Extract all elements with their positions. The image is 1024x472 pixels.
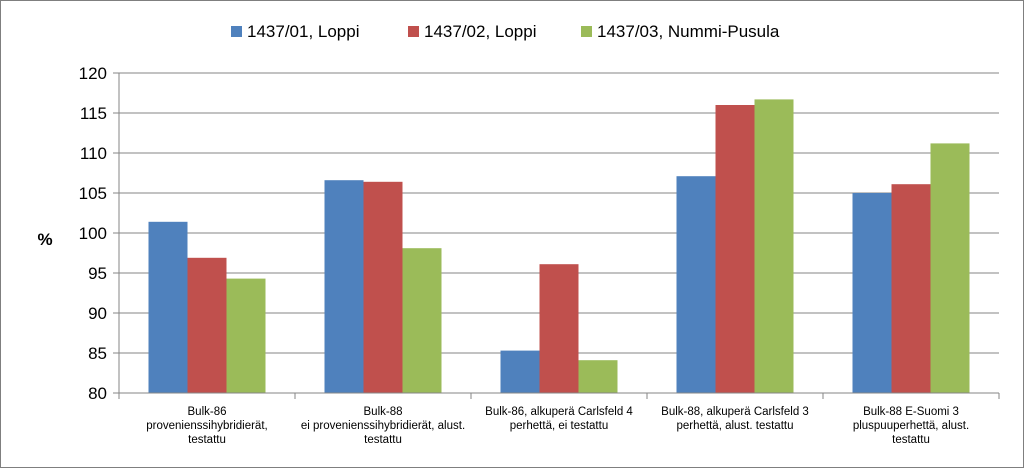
y-axis-label: %	[37, 230, 52, 249]
y-tick-label: 115	[80, 104, 107, 123]
bar-2-4	[715, 105, 755, 393]
legend-item: 1437/01, Loppi	[231, 22, 360, 41]
y-tick-label: 80	[88, 384, 107, 403]
y-tick-labels: 80 85 90 95 100 105 110 115 120	[79, 64, 107, 403]
x-category-label: Bulk-86 provenienssihybridierät, testattu	[146, 406, 267, 446]
y-tick-label: 90	[88, 304, 107, 323]
y-tick-label: 105	[79, 184, 107, 203]
y-tick-label: 110	[80, 144, 107, 163]
bar-2-2	[363, 181, 403, 393]
legend-label: 1437/02, Loppi	[424, 22, 537, 41]
x-category-label: Bulk-86, alkuperä Carlsfeld 4 perhettä, e…	[485, 406, 633, 432]
legend-label: 1437/01, Loppi	[247, 22, 360, 41]
bar-1-2	[324, 180, 364, 393]
bar-1-3	[500, 350, 540, 393]
bar-2-3	[539, 264, 579, 393]
bar-1-1	[148, 221, 188, 393]
bar-2-1	[187, 257, 227, 393]
bar-2-5	[891, 184, 931, 393]
legend-swatch	[581, 26, 592, 37]
y-tick-label: 120	[79, 64, 107, 83]
y-tick-label: 85	[88, 344, 107, 363]
y-tick-label: 95	[88, 264, 107, 283]
y-tick-label: 100	[79, 224, 107, 243]
x-category-label: Bulk-88 E-Suomi 3 pluspuuperhettä, alust.…	[853, 406, 969, 446]
axes	[118, 73, 1000, 399]
bar-1-4	[676, 176, 716, 393]
x-category-labels: Bulk-86 provenienssihybridierät, testattu B…	[146, 406, 969, 446]
legend-item: 1437/02, Loppi	[408, 22, 537, 41]
legend-swatch	[408, 26, 419, 37]
bars	[148, 99, 970, 394]
bar-3-2	[402, 248, 442, 393]
legend-item: 1437/03, Nummi-Pusula	[581, 22, 780, 41]
x-category-label: Bulk-88, alkuperä Carlsfeld 3 perhettä, a…	[661, 406, 809, 432]
x-category-label: Bulk-88 ei provenienssihybridierät, alust…	[301, 406, 465, 446]
legend: 1437/01, Loppi 1437/02, Loppi 1437/03, Num…	[231, 22, 780, 41]
legend-swatch	[231, 26, 242, 37]
bar-3-3	[578, 360, 618, 393]
bar-1-5	[852, 193, 892, 393]
bar-3-1	[226, 278, 266, 393]
legend-label: 1437/03, Nummi-Pusula	[597, 22, 780, 41]
bar-3-5	[930, 143, 970, 393]
bar-3-4	[754, 99, 794, 394]
